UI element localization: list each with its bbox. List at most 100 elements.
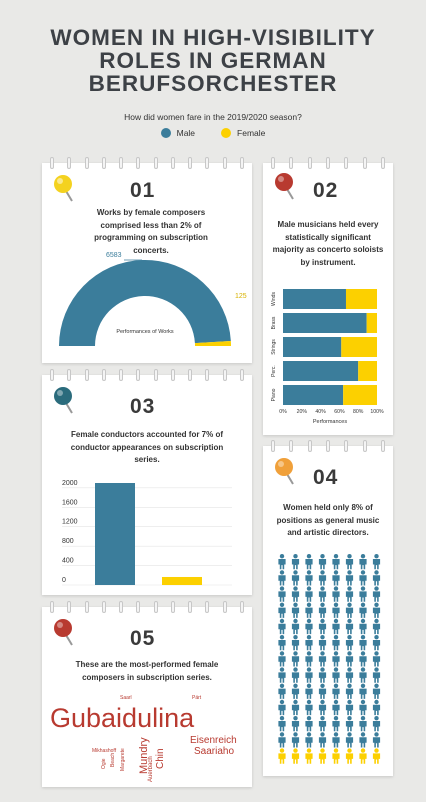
card-02: 02 Male musicians held every statistical… — [263, 157, 393, 435]
person-icon-male — [372, 651, 381, 667]
person-icon-male — [305, 570, 313, 586]
person-icon-male — [345, 602, 354, 618]
person-icon-male — [359, 570, 367, 586]
person-icon-male — [318, 618, 327, 635]
card-number: 01 — [130, 179, 156, 202]
person-icon-male — [332, 732, 340, 748]
card-01: 01 Works by female composers comprised l… — [42, 157, 252, 363]
person-icon-male — [359, 699, 367, 716]
x-tick-label: 100% — [370, 409, 384, 415]
card-number: 05 — [130, 627, 156, 650]
person-icon-male — [359, 586, 367, 602]
pin-icon — [54, 175, 73, 202]
cloud-word: Beach — [110, 753, 116, 767]
person-icon-male — [305, 651, 313, 667]
bar-female-1 — [366, 313, 377, 333]
person-icon-male — [359, 667, 367, 683]
bar-male-3 — [283, 361, 359, 381]
person-icon-male — [318, 732, 327, 748]
person-icon-male — [278, 602, 286, 618]
cloud-word: Eisenreich — [190, 735, 237, 746]
person-icon-male — [305, 699, 313, 716]
person-icon-male — [291, 651, 300, 667]
x-tick-label: 0% — [279, 409, 287, 415]
person-icon-male — [291, 683, 300, 699]
card-number: 03 — [130, 395, 156, 418]
person-icon-male — [305, 618, 313, 635]
person-icon-male — [332, 554, 340, 570]
donut-label-male: 6583 — [106, 252, 122, 259]
bar-female — [162, 576, 202, 585]
person-icon-male — [332, 683, 340, 699]
person-icon-female — [359, 748, 367, 764]
person-icon-male — [305, 716, 313, 732]
person-icon-male — [305, 732, 313, 748]
category-label: Perc. — [271, 365, 277, 377]
legend: Male Female — [0, 128, 426, 138]
legend-female: Female — [221, 128, 265, 138]
category-label: Winds — [271, 292, 277, 306]
donut-slice-male — [59, 260, 231, 346]
person-icon-male — [291, 570, 300, 586]
person-icon-male — [345, 699, 354, 716]
x-tick-label: 40% — [315, 409, 326, 415]
x-tick-label: 80% — [353, 409, 364, 415]
person-icon-male — [291, 699, 300, 716]
legend-male: Male — [160, 128, 196, 138]
card-number: 02 — [313, 179, 339, 202]
x-axis-label: Performances — [313, 419, 347, 425]
person-icon-male — [345, 716, 354, 732]
bar-female-4 — [343, 385, 377, 405]
person-icon-male — [345, 635, 354, 651]
pin-icon — [275, 173, 294, 200]
person-icon-male — [345, 554, 354, 570]
bar-male-0 — [283, 289, 346, 309]
person-icon-male — [305, 667, 313, 683]
person-icon-male — [278, 651, 286, 667]
person-icon-male — [318, 570, 327, 586]
bar-female-0 — [345, 289, 377, 309]
person-icon-male — [318, 651, 327, 667]
category-label: Strings — [271, 339, 277, 355]
person-icon-male — [318, 699, 327, 716]
vertical-bar-chart: 0 400 800 1200 1600 2000 — [62, 480, 232, 586]
person-icon-male — [278, 699, 286, 716]
legend-male-label: Male — [176, 128, 196, 138]
person-icon-male — [359, 602, 367, 618]
card-text: Works by female composers comprised less… — [94, 208, 208, 255]
person-icon-male — [278, 732, 286, 748]
person-icon-male — [278, 586, 286, 602]
person-icon-female — [278, 748, 286, 764]
x-tick-label: 20% — [297, 409, 308, 415]
person-icon-male — [359, 618, 367, 635]
x-tick-label: 60% — [334, 409, 345, 415]
pin-icon — [54, 619, 73, 646]
title-line-2: ROLES IN GERMAN — [99, 48, 327, 73]
donut-chart: 6583 125 Performances of Works — [59, 252, 247, 346]
person-icon-male — [318, 683, 327, 699]
cloud-word: Saariaho — [194, 746, 234, 757]
pin-icon — [275, 458, 294, 485]
person-icon-male — [372, 554, 381, 570]
person-icon-male — [359, 651, 367, 667]
person-icon-male — [278, 716, 286, 732]
person-icon-female — [372, 748, 381, 764]
card-rings — [271, 440, 385, 452]
pictogram-chart — [278, 554, 381, 764]
person-icon-male — [372, 635, 381, 651]
person-icon-male — [332, 586, 340, 602]
card-05: 05 These are the most-performed female c… — [42, 601, 252, 787]
legend-female-swatch — [221, 128, 232, 138]
pin-icon — [54, 387, 73, 414]
person-icon-male — [372, 699, 381, 716]
title-line-3: BERUFSORCHESTER — [88, 71, 338, 96]
category-label: Piano — [271, 388, 277, 401]
person-icon-female — [332, 748, 340, 764]
cloud-word: Auerbach — [148, 756, 154, 782]
bar-male-1 — [283, 313, 367, 333]
card-rings — [271, 157, 385, 169]
card-text: These are the most-performed female comp… — [75, 660, 219, 682]
bar-male — [95, 483, 135, 585]
person-icon-male — [305, 586, 313, 602]
